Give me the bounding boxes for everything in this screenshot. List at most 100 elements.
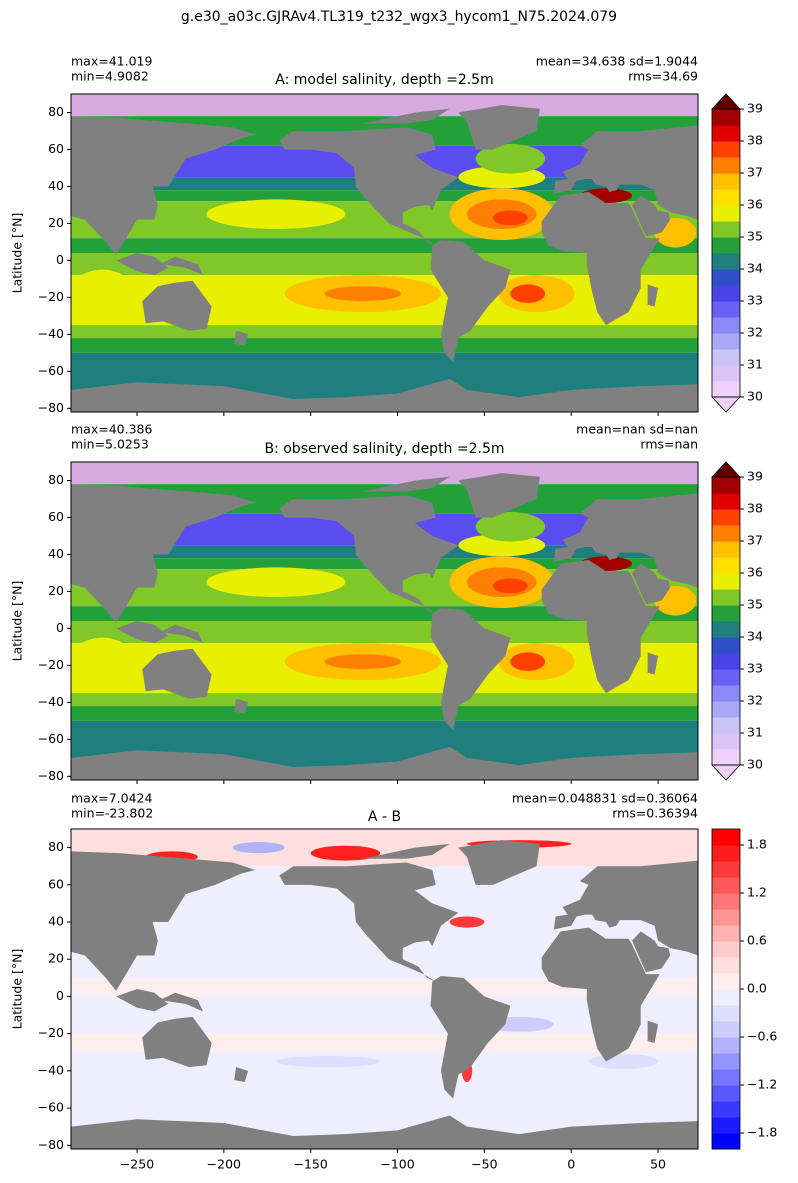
ocean-band (71, 606, 698, 621)
colorbar-level (712, 285, 740, 302)
ocean-feature (206, 199, 346, 229)
ocean-feature (206, 567, 346, 597)
y-tick-label: −20 (38, 657, 64, 672)
y-tick-label: −40 (38, 326, 64, 341)
ocean-feature (493, 210, 528, 226)
map-area (71, 462, 698, 780)
y-tick-label: −60 (38, 731, 64, 746)
colorbar-frame (711, 476, 741, 766)
plot-frame (70, 93, 699, 413)
ocean-feature (493, 578, 528, 594)
panel-title: B: observed salinity, depth =2.5m (264, 441, 504, 457)
stat-left: min=4.9082 (71, 69, 149, 84)
colorbar-level (712, 301, 740, 318)
stat-right: rms=nan (640, 437, 698, 452)
ocean-band (71, 621, 698, 644)
colorbar-tick-label: −0.6 (747, 1029, 777, 1044)
stat-right: mean=34.638 sd=1.9044 (536, 54, 698, 69)
colorbar-level (712, 605, 740, 622)
stat-right: rms=0.36394 (612, 806, 698, 821)
colorbar-tick-label: 33 (747, 293, 763, 308)
y-tick-label: 0 (56, 620, 64, 635)
y-tick-label: 60 (48, 509, 64, 524)
colorbar-level (712, 573, 740, 590)
y-tick-label: 80 (48, 104, 64, 119)
colorbar-level (712, 685, 740, 702)
x-tick-label: −200 (207, 1157, 241, 1172)
colorbar-level (712, 1053, 740, 1070)
colorbar-level (712, 941, 740, 958)
figure-title: g.e30_a03c.GJRAv4.TL319_t232_wgx3_hycom1… (181, 9, 617, 25)
ocean-feature (475, 511, 546, 542)
colorbar-level (712, 733, 740, 750)
colorbar-level (712, 829, 740, 846)
colorbar-level (712, 1037, 740, 1054)
map (71, 462, 698, 780)
colorbar-level (712, 269, 740, 286)
y-tick-label: −80 (38, 400, 64, 415)
colorbar-tick-label: −1.2 (747, 1077, 777, 1092)
colorbar-over (711, 93, 741, 110)
y-tick-label: −40 (38, 694, 64, 709)
colorbar-level (712, 1101, 740, 1118)
ocean-band (71, 693, 698, 707)
colorbar-level (712, 253, 740, 270)
colorbar-tick-label: 31 (747, 725, 763, 740)
colorbar-level (712, 365, 740, 382)
colorbar-tick-label: 37 (747, 533, 763, 548)
colorbar-tick-label: 34 (747, 261, 763, 276)
colorbar-level (712, 557, 740, 574)
colorbar-level (712, 653, 740, 670)
y-tick-label: 0 (56, 252, 64, 267)
colorbar-tick-label: 1.8 (747, 837, 767, 852)
colorbar-level (712, 589, 740, 606)
y-tick-label: −60 (38, 363, 64, 378)
x-tick-label: −50 (471, 1157, 497, 1172)
colorbar-level (712, 861, 740, 878)
y-tick-label: 40 (48, 178, 64, 193)
colorbar-level (712, 1069, 740, 1086)
colorbar-tick-label: −1.8 (747, 1125, 777, 1140)
stat-right: rms=34.69 (628, 69, 698, 84)
ocean-band (71, 94, 698, 117)
colorbar-level (712, 381, 740, 398)
colorbar-level (712, 621, 740, 638)
y-tick-label: 0 (56, 988, 64, 1003)
y-tick-label: 80 (48, 472, 64, 487)
colorbar-level (712, 1021, 740, 1038)
ocean-band (71, 1033, 698, 1053)
colorbar-level (712, 509, 740, 526)
colorbar-tick-label: 33 (747, 661, 763, 676)
colorbar-level (712, 157, 740, 174)
colorbar-level (712, 349, 740, 366)
y-tick-label: 40 (48, 546, 64, 561)
colorbar-tick-label: 31 (747, 357, 763, 372)
y-tick-label: −60 (38, 1100, 64, 1115)
colorbar-level (712, 877, 740, 894)
colorbar-level (712, 333, 740, 350)
y-tick-label: 80 (48, 839, 64, 854)
ocean-band (71, 253, 698, 276)
y-tick-label: 20 (48, 583, 64, 598)
colorbar-tick-label: 34 (747, 629, 763, 644)
colorbar-over (711, 461, 741, 478)
colorbar-level (712, 525, 740, 542)
colorbar-tick-label: 38 (747, 501, 763, 516)
y-tick-label: 60 (48, 876, 64, 891)
stat-left: max=40.386 (71, 422, 152, 437)
plot-frame (70, 828, 699, 1150)
ocean-feature (449, 916, 485, 928)
colorbar-level (712, 125, 740, 142)
colorbar-level (712, 541, 740, 558)
colorbar-level (712, 989, 740, 1006)
colorbar-level (712, 205, 740, 222)
ocean-band (71, 238, 698, 253)
ocean-band (71, 462, 698, 485)
y-tick-label: 40 (48, 914, 64, 929)
colorbar-level (712, 221, 740, 238)
colorbar-tick-label: 0.0 (747, 981, 767, 996)
stat-right: mean=nan sd=nan (576, 422, 698, 437)
ocean-feature (71, 637, 137, 694)
stat-left: max=41.019 (71, 54, 152, 69)
